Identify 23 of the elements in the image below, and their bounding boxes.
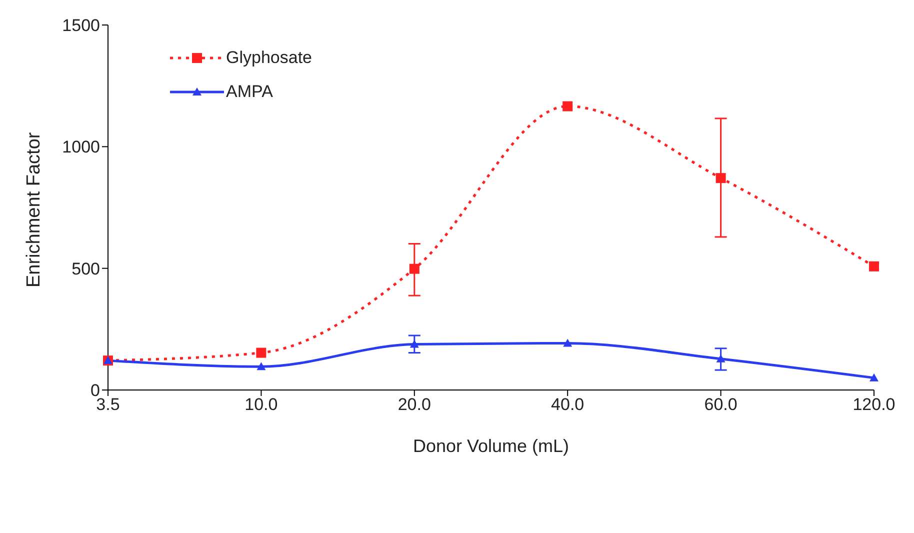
- point: [256, 362, 266, 370]
- x-tick-label: 20.0: [398, 395, 431, 414]
- point: [870, 373, 878, 382]
- x-axis-title: Donor Volume (mL): [412, 436, 570, 456]
- point: [562, 101, 573, 112]
- y-tick-label: 500: [72, 259, 100, 278]
- point: [256, 348, 266, 358]
- x-tick-label: 120.0: [852, 395, 896, 414]
- y-tick-label: 1000: [62, 138, 100, 157]
- y-tick-label: 1500: [62, 16, 100, 36]
- point: [716, 173, 726, 184]
- legend-label: AMPA: [226, 82, 273, 102]
- x-tick-label: 3.5: [96, 395, 120, 414]
- point: [869, 261, 879, 272]
- point: [409, 264, 420, 274]
- x-tick-label: 60.0: [704, 395, 738, 414]
- y-axis-title: Enrichment Factor: [24, 132, 45, 288]
- x-tick-label: 40.0: [551, 395, 584, 414]
- point: [563, 338, 572, 347]
- x-tick-label: 10.0: [244, 395, 278, 414]
- point: [716, 354, 726, 362]
- legend-label: Glyphosate: [226, 48, 312, 68]
- point: [410, 340, 419, 348]
